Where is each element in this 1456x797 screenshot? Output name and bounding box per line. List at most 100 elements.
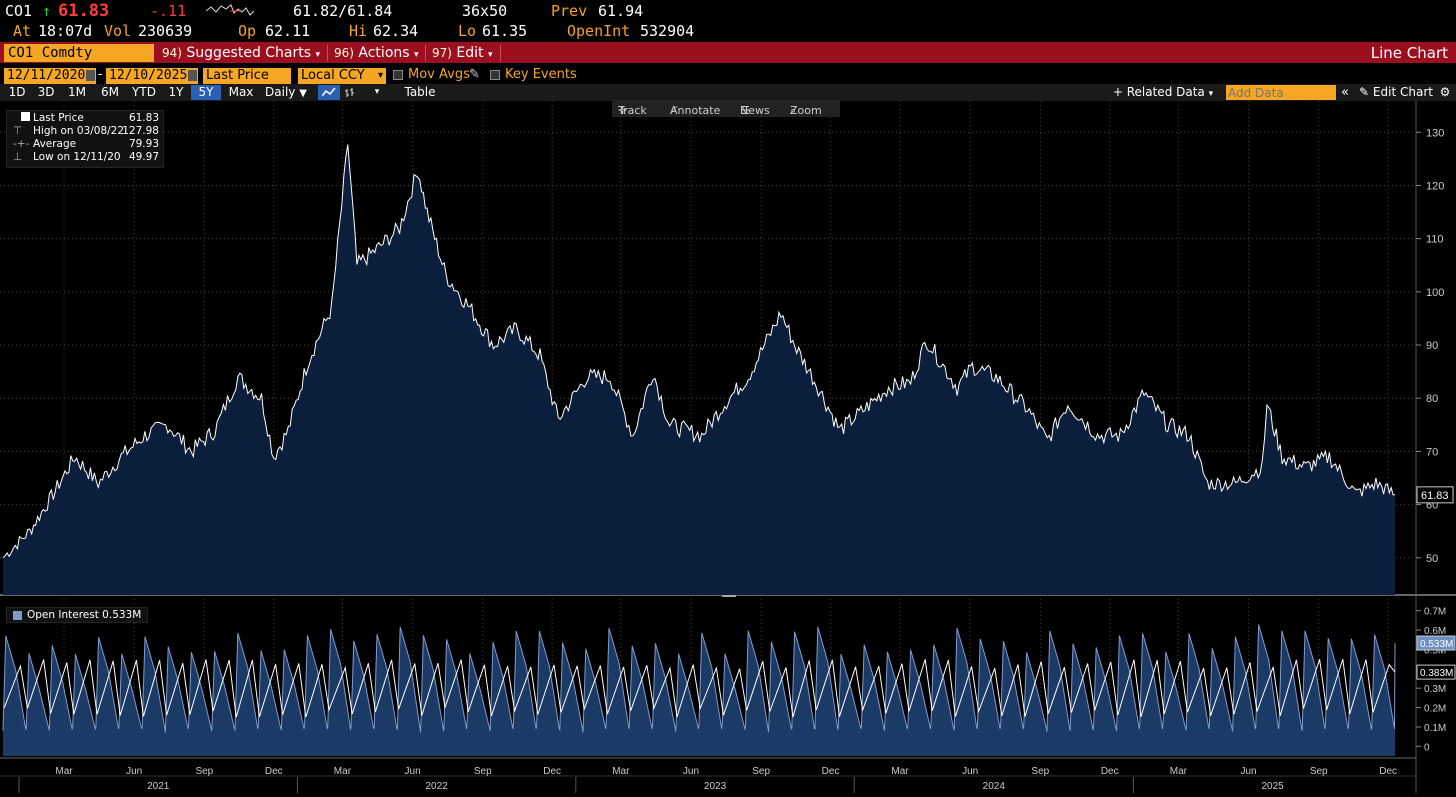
frequency-dropdown[interactable]: Daily ▼	[262, 85, 310, 100]
news-icon: ☰	[740, 104, 750, 117]
ticker: CO1	[5, 2, 33, 20]
menu-number: 97)	[432, 46, 452, 60]
chart-type-caret-icon[interactable]: ▾	[374, 87, 380, 97]
y-tick-label: 90	[1426, 340, 1438, 352]
x-year-label: 2023	[704, 781, 727, 792]
calendar-icon[interactable]	[86, 70, 95, 81]
x-tick-label: Sep	[1310, 766, 1328, 777]
x-tick-label: Mar	[891, 766, 909, 777]
related-data-label: Related Data	[1126, 85, 1205, 99]
suggested-charts-menu[interactable]: 94) Suggested Charts ▾	[162, 44, 320, 62]
range-button-6m[interactable]: 6M	[101, 85, 119, 99]
pencil-icon: ✎	[1359, 85, 1370, 99]
x-tick-label: Jun	[405, 766, 421, 777]
legend-low-label: Low on 12/11/20	[33, 151, 121, 163]
caret-down-icon: ▾	[414, 50, 419, 60]
range-button-3d[interactable]: 3D	[37, 85, 55, 99]
range-button-5y[interactable]: 5Y	[191, 85, 221, 100]
legend-last-value: 61.83	[128, 112, 159, 124]
y-tick-label: 50	[1426, 553, 1438, 565]
prev-label: Prev	[551, 2, 588, 20]
y-tick-label: 0.2M	[1424, 704, 1446, 715]
table-button[interactable]: Table	[404, 85, 436, 99]
caret-down-icon: ▼	[299, 88, 307, 99]
crosshair-icon: ✛	[618, 104, 628, 117]
x-year-label: 2021	[147, 781, 170, 792]
edit-menu[interactable]: 97) Edit ▾	[432, 44, 493, 62]
x-tick-label: Dec	[1379, 766, 1397, 777]
last-price: 61.83	[58, 1, 110, 21]
security-field[interactable]: CO1 Comdty	[4, 44, 154, 62]
add-data-input[interactable]	[1226, 85, 1336, 100]
x-tick-label: Sep	[1031, 766, 1049, 777]
splitter-handle-icon	[722, 594, 736, 597]
actions-menu[interactable]: 96) Actions ▾	[334, 44, 419, 62]
average-marker-icon: -+-	[13, 138, 30, 150]
plus-icon: +	[1112, 85, 1123, 99]
high-label: Hi	[349, 22, 368, 40]
caret-down-icon: ▾	[487, 50, 493, 60]
y-tick-label: 110	[1426, 234, 1444, 246]
divider	[500, 45, 501, 61]
range-button-ytd[interactable]: YTD	[132, 85, 156, 99]
annotate-icon: ⟋	[670, 104, 678, 117]
gear-icon[interactable]: ⚙	[1439, 85, 1451, 99]
menu-label: Edit	[456, 45, 484, 61]
news-label: News	[740, 104, 770, 117]
x-tick-label: Mar	[1170, 766, 1188, 777]
page-title: Line Chart	[1370, 44, 1448, 62]
volume: 230639	[138, 22, 193, 40]
currency-selector[interactable]: Local CCY ▾	[298, 68, 386, 84]
open-interest-line	[2, 624, 1396, 733]
y-tick-label: 0.1M	[1424, 723, 1446, 734]
related-data-dropdown[interactable]: + Related Data ▾	[1112, 85, 1214, 100]
legend-text: Open Interest 0.533M	[27, 609, 142, 621]
key-events-checkbox[interactable]	[490, 70, 500, 80]
x-tick-label: Dec	[543, 766, 561, 777]
range-button-1d[interactable]: 1D	[8, 85, 26, 99]
open-interest-tag	[1416, 635, 1456, 651]
menu-label: Suggested Charts	[186, 45, 312, 61]
price-chart[interactable]: 506070809010011012013061.8300.1M0.2M0.3M…	[0, 101, 1456, 793]
open-price: 62.11	[265, 22, 311, 40]
calendar-icon[interactable]	[188, 70, 197, 81]
square-icon	[21, 112, 30, 121]
price-area	[3, 144, 1395, 595]
last-price-tag	[1416, 486, 1454, 504]
edit-chart-button[interactable]: ✎ Edit Chart	[1358, 85, 1434, 100]
vol-label: Vol	[104, 22, 132, 40]
second-series-tag	[1416, 664, 1456, 680]
open-interest-label: OpenInt	[567, 22, 631, 40]
edit-chart-label: Edit Chart	[1372, 85, 1433, 99]
pencil-icon[interactable]: ✎	[469, 67, 480, 82]
x-tick-label: Jun	[1240, 766, 1256, 777]
magnifier-icon: ⌕	[790, 104, 797, 117]
start-date-field[interactable]: 12/11/2020	[4, 68, 96, 84]
legend-text: Last Price	[33, 112, 84, 124]
frequency-value: Daily	[265, 85, 296, 99]
mov-avgs-checkbox[interactable]	[393, 70, 403, 80]
last-price-tag-label: 61.83	[1421, 490, 1449, 502]
caret-down-icon: ▾	[1208, 89, 1214, 99]
x-tick-label: Mar	[612, 766, 630, 777]
start-date-value: 12/11/2020	[7, 68, 86, 83]
bar-chart-icon[interactable]	[343, 85, 357, 100]
field-selector[interactable]: Last Price	[203, 68, 291, 84]
line-chart-icon[interactable]	[318, 85, 340, 100]
legend-last-label: Last Price	[21, 112, 84, 124]
menu-number: 94)	[162, 46, 182, 60]
x-tick-label: Mar	[55, 766, 73, 777]
end-date-field[interactable]: 12/10/2025	[106, 68, 198, 84]
x-tick-label: Sep	[474, 766, 492, 777]
second-series-tag-label: 0.383M	[1420, 668, 1453, 679]
x-year-label: 2025	[1261, 781, 1284, 792]
open-interest: 532904	[640, 22, 695, 40]
collapse-left-icon[interactable]: «	[1341, 85, 1349, 100]
low-marker-icon: ⊥	[13, 151, 23, 163]
range-button-max[interactable]: Max	[228, 85, 254, 99]
range-button-1m[interactable]: 1M	[68, 85, 86, 99]
divider	[425, 45, 426, 61]
x-tick-label: Jun	[683, 766, 699, 777]
range-button-1y[interactable]: 1Y	[168, 85, 184, 99]
x-tick-label: Jun	[126, 766, 142, 777]
